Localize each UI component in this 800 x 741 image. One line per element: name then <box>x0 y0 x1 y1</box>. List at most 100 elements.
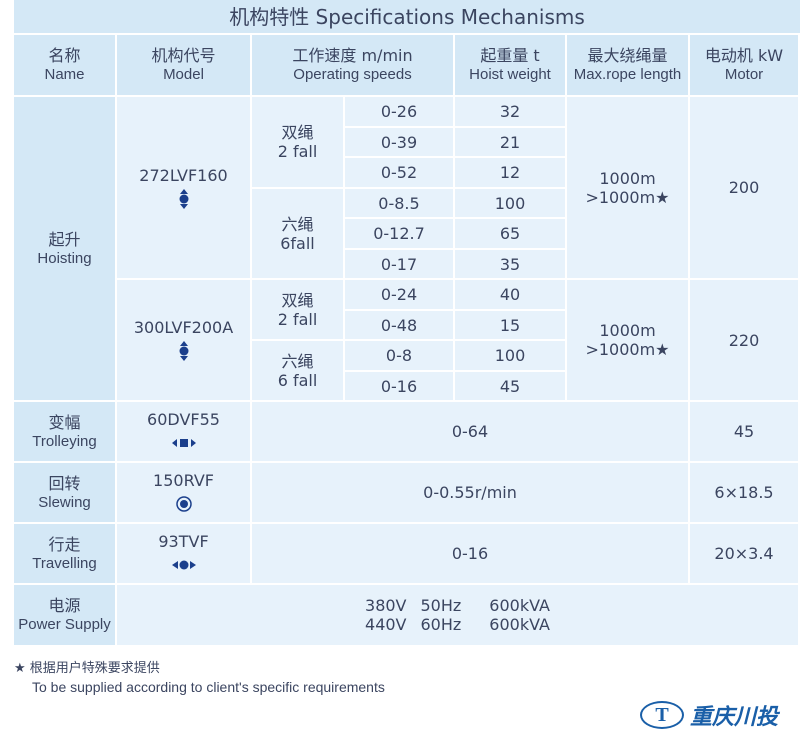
speed: 0-39 <box>380 132 418 152</box>
fall-cell: 六绳 6 fall <box>252 341 345 402</box>
name-en: Trolleying <box>32 432 97 450</box>
speed: 0-8 <box>385 346 413 365</box>
name-zh: 回转 <box>48 473 81 493</box>
header-cell: 机构代号 Model <box>117 35 252 97</box>
logo: T 重庆川投 <box>640 700 778 730</box>
header-cell: 电动机 kW Motor <box>690 35 800 97</box>
model: 300LVF200A <box>133 318 234 337</box>
rope-cell: 1000m >1000m★ <box>567 97 690 280</box>
header-zh: 最大绕绳量 <box>587 46 668 65</box>
header-cell: 起重量 t Hoist weight <box>455 35 567 97</box>
footnote: ★ 根据用户特殊要求提供 To be supplied according to… <box>14 660 385 696</box>
weight: 65 <box>499 224 521 243</box>
power-item: 440V <box>365 615 407 634</box>
rope-cell: 1000m >1000m★ <box>567 280 690 402</box>
speed-cell: 0-17 <box>345 250 455 280</box>
icon <box>171 560 196 569</box>
footnote-zh: ★ 根据用户特殊要求提供 <box>14 661 160 676</box>
weight-cell: 65 <box>455 219 567 250</box>
name-cell: 电源 Power Supply <box>14 585 117 647</box>
header-zh: 起重量 t <box>480 46 540 65</box>
name-cell: 回转 Slewing <box>14 463 117 524</box>
model-cell: 272LVF160 <box>117 97 252 280</box>
footnote-en: To be supplied according to client's spe… <box>32 679 385 695</box>
weight-cell: 100 <box>455 189 567 219</box>
weight: 100 <box>494 346 526 365</box>
model: 60DVF55 <box>147 409 220 429</box>
speed: 0-48 <box>380 315 418 335</box>
model: 93TVF <box>158 531 209 551</box>
fall-en: 6fall <box>280 233 315 253</box>
motor: 220 <box>728 330 760 350</box>
header-en: Motor <box>724 66 764 83</box>
speed: 0-0.55r/min <box>423 483 517 502</box>
power-item: 600kVA <box>489 596 550 615</box>
header-zh: 电动机 kW <box>704 46 784 65</box>
icon <box>179 188 188 209</box>
weight: 21 <box>499 132 521 152</box>
speed-cell: 0-12.7 <box>345 219 455 250</box>
header-en: Max.rope length <box>573 66 682 83</box>
weight-cell: 45 <box>455 372 567 402</box>
motor-cell: 200 <box>690 97 800 280</box>
motor: 6×18.5 <box>714 483 774 502</box>
icon <box>179 341 188 361</box>
speed: 0-17 <box>380 254 418 274</box>
name-en: Power Supply <box>18 616 111 633</box>
header-zh: 名称 <box>48 46 81 65</box>
fall-zh: 六绳 <box>281 214 314 234</box>
header-zh: 机构代号 <box>151 46 216 65</box>
model: 150RVF <box>153 470 214 490</box>
weight: 45 <box>499 376 521 396</box>
motor: 45 <box>733 422 755 441</box>
speed: 0-8.5 <box>378 193 420 213</box>
weight-cell: 15 <box>455 311 567 341</box>
weight-cell: 32 <box>455 97 567 128</box>
fall-en: 2 fall <box>277 142 318 161</box>
rope: 1000m <box>599 321 656 340</box>
speed-cell: 0-0.55r/min <box>252 463 690 524</box>
fall-cell: 双绳 2 fall <box>252 97 345 189</box>
header-cell: 名称 Name <box>14 35 117 97</box>
power-item: 380V <box>365 596 407 615</box>
header-cell: 工作速度 m/min Operating speeds <box>252 35 455 97</box>
weight-cell: 12 <box>455 158 567 189</box>
title: 机构特性 Specifications Mechanisms <box>14 0 800 35</box>
speed-cell: 0-64 <box>252 402 690 463</box>
icon <box>171 438 196 447</box>
power-line: 380V 50Hz 600kVA <box>365 596 550 615</box>
name-zh: 起升 <box>48 229 81 249</box>
power-cell: 380V 50Hz 600kVA 440V 60Hz 600kVA <box>117 585 800 647</box>
motor: 200 <box>728 178 760 197</box>
motor-cell: 45 <box>690 402 800 463</box>
weight-cell: 40 <box>455 280 567 311</box>
model-cell: 150RVF <box>117 463 252 524</box>
power-line: 440V 60Hz 600kVA <box>365 615 550 634</box>
header-en: Operating speeds <box>293 66 412 83</box>
weight: 40 <box>499 285 521 304</box>
weight: 100 <box>494 193 526 213</box>
speed: 0-52 <box>380 163 418 182</box>
name-cell: 起升 Hoisting <box>14 97 117 402</box>
speed: 0-16 <box>380 376 418 396</box>
weight: 15 <box>499 315 521 335</box>
weight-cell: 100 <box>455 341 567 372</box>
logo-text: 重庆川投 <box>690 705 779 730</box>
header-en: Model <box>163 66 204 83</box>
speed: 0-12.7 <box>373 224 425 243</box>
fall-cell: 六绳 6fall <box>252 189 345 280</box>
speed: 0-26 <box>380 102 418 121</box>
name-cell: 变幅 Trolleying <box>14 402 117 463</box>
fall-en: 6 fall <box>277 370 318 390</box>
weight-cell: 35 <box>455 250 567 280</box>
motor: 20×3.4 <box>714 544 774 563</box>
rope: >1000m★ <box>585 340 670 359</box>
header-en: Hoist weight <box>469 66 551 83</box>
weight: 35 <box>499 254 521 274</box>
power-item: 600kVA <box>489 615 550 634</box>
name-cell: 行走 Travelling <box>14 524 117 585</box>
motor-cell: 220 <box>690 280 800 402</box>
fall-en: 2 fall <box>277 309 318 329</box>
speed-cell: 0-24 <box>345 280 455 311</box>
logo-mark: T <box>640 701 684 729</box>
